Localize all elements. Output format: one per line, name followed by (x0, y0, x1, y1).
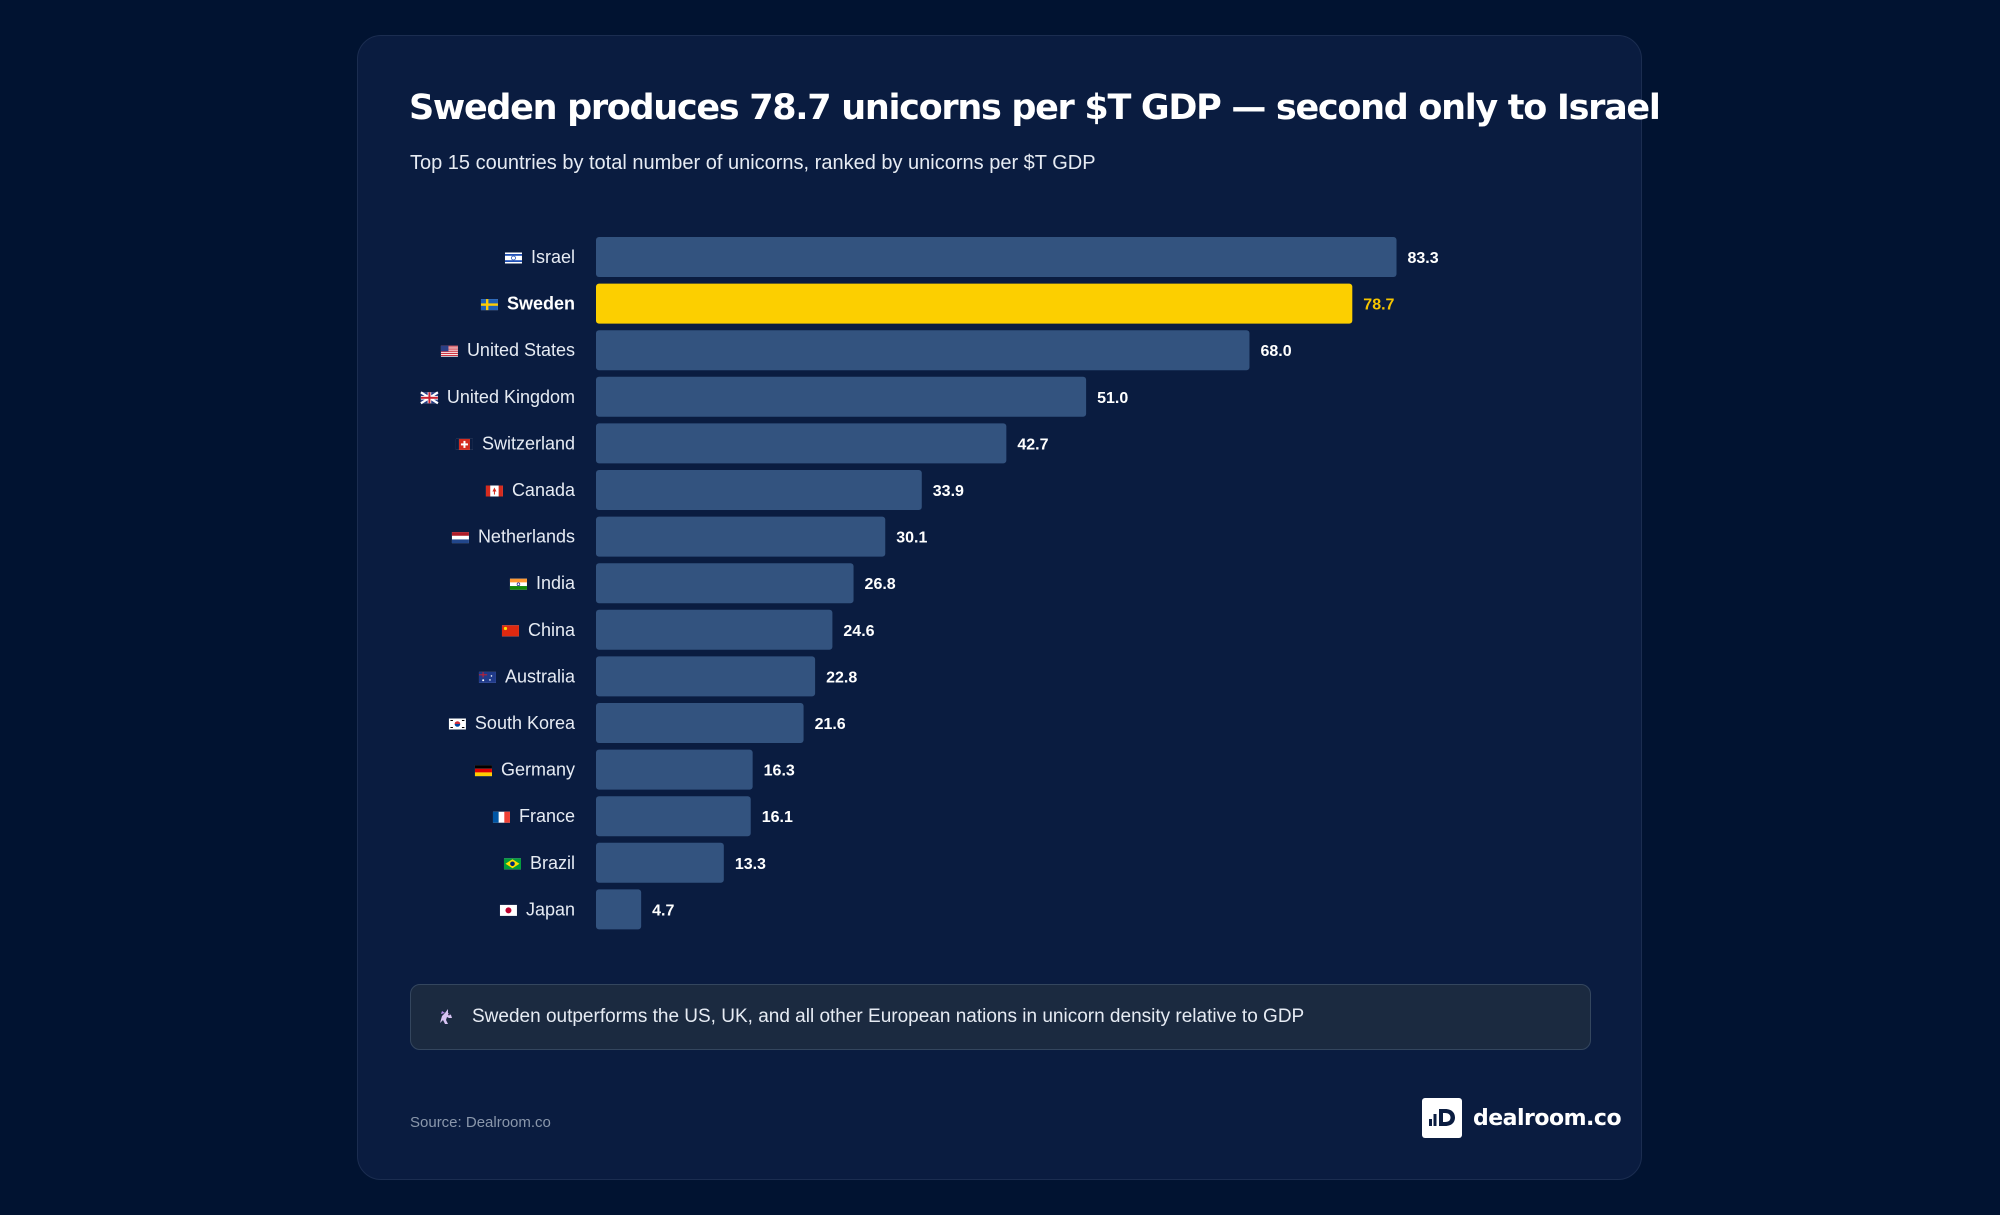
bar-australia (596, 656, 816, 697)
bar-row-france: France 16.1 (492, 796, 793, 837)
bar-row-sweden: Sweden 78.7 (480, 283, 1395, 324)
flag-au-icon (478, 671, 496, 683)
flag-ch-icon (455, 438, 473, 450)
bar-canada (596, 470, 922, 510)
category-label: Germany (501, 760, 575, 780)
bar-switzerland (596, 423, 1007, 464)
bar-row-india: India 26.8 (509, 563, 896, 604)
flag-ca-icon (485, 485, 503, 497)
category-label: Japan (526, 899, 575, 919)
bar-row-south-korea: South Korea 21.6 (448, 703, 846, 743)
category-label: Netherlands (478, 527, 575, 547)
bar-row-australia: Australia 22.8 (478, 656, 857, 697)
value-label: 22.8 (826, 669, 857, 686)
flag-fr-icon (492, 811, 510, 823)
value-label: 4.7 (652, 902, 674, 919)
value-label: 21.6 (815, 716, 846, 733)
bar-row-brazil: Brazil 13.3 (503, 842, 766, 883)
bar-united-states (596, 330, 1250, 371)
brand-name: dealroom.co (1473, 1105, 1622, 1131)
flag-jp-icon (499, 904, 517, 916)
category-label: France (519, 806, 575, 826)
value-label: 33.9 (933, 483, 964, 500)
value-label: 78.7 (1363, 297, 1394, 314)
category-label: Switzerland (482, 433, 575, 453)
bar-row-japan: Japan 4.7 (499, 889, 675, 930)
bar-united-kingdom (596, 376, 1087, 417)
value-label: 13.3 (735, 856, 766, 873)
source-note: Source: Dealroom.co (410, 1114, 551, 1131)
unicorn-icon (440, 1009, 452, 1024)
bar-row-united-kingdom: United Kingdom 51.0 (420, 376, 1128, 417)
flag-il-icon (504, 252, 522, 264)
bar-india (596, 563, 854, 604)
bar-china (596, 609, 833, 650)
bar-japan (596, 889, 642, 930)
flag-nl-icon (451, 532, 469, 544)
category-label: Sweden (507, 294, 575, 314)
category-label: China (528, 620, 576, 640)
bar-row-netherlands: Netherlands 30.1 (451, 516, 928, 557)
bar-israel (596, 237, 1397, 277)
bar-sweden (596, 283, 1353, 324)
chart-subtitle: Top 15 countries by total number of unic… (410, 152, 1096, 174)
dealroom-logo-icon (1422, 1098, 1462, 1138)
value-label: 16.3 (764, 763, 795, 780)
chart-card: Israel 83.3 Sweden 78.7 United States 68.0 Uni… (357, 35, 1661, 1180)
value-label: 83.3 (1408, 250, 1439, 267)
category-label: Canada (512, 480, 576, 500)
bar-germany (596, 749, 753, 790)
flag-br-icon (503, 858, 521, 870)
flag-gb-icon (420, 391, 439, 405)
category-label: Israel (531, 247, 575, 267)
bar-row-switzerland: Switzerland 42.7 (455, 423, 1049, 464)
bar-row-canada: Canada 33.9 (485, 470, 964, 510)
callout-text: Sweden outperforms the US, UK, and all o… (472, 1006, 1305, 1027)
bar-brazil (596, 842, 724, 883)
value-label: 42.7 (1017, 436, 1048, 453)
category-label: Brazil (530, 853, 575, 873)
bar-row-united-states: United States 68.0 (440, 330, 1292, 371)
flag-us-icon (440, 345, 458, 357)
chart-title: Sweden produces 78.7 unicorns per $T GDP… (409, 88, 1661, 128)
category-label: United States (467, 340, 575, 360)
category-label: India (536, 573, 576, 593)
category-label: South Korea (475, 713, 576, 733)
bar-south-korea (596, 703, 804, 743)
flag-kr-icon (448, 718, 466, 730)
brand-logo-group: dealroom.co (1422, 1098, 1622, 1138)
flag-cn-icon (501, 625, 519, 637)
value-label: 30.1 (896, 530, 927, 547)
flag-in-icon (509, 578, 527, 590)
value-label: 26.8 (865, 576, 896, 593)
bar-france (596, 796, 751, 837)
insight-callout: Sweden outperforms the US, UK, and all o… (410, 984, 1591, 1050)
flag-de-icon (474, 765, 492, 777)
bar-row-china: China 24.6 (501, 609, 875, 650)
category-label: Australia (505, 666, 576, 686)
value-label: 51.0 (1097, 390, 1128, 407)
flag-se-icon (480, 299, 498, 311)
category-label: United Kingdom (447, 387, 575, 407)
value-label: 16.1 (762, 809, 793, 826)
value-label: 68.0 (1260, 343, 1291, 360)
bar-row-israel: Israel 83.3 (504, 237, 1439, 277)
value-label: 24.6 (843, 623, 874, 640)
bar-row-germany: Germany 16.3 (474, 749, 795, 790)
bar-netherlands (596, 516, 886, 557)
